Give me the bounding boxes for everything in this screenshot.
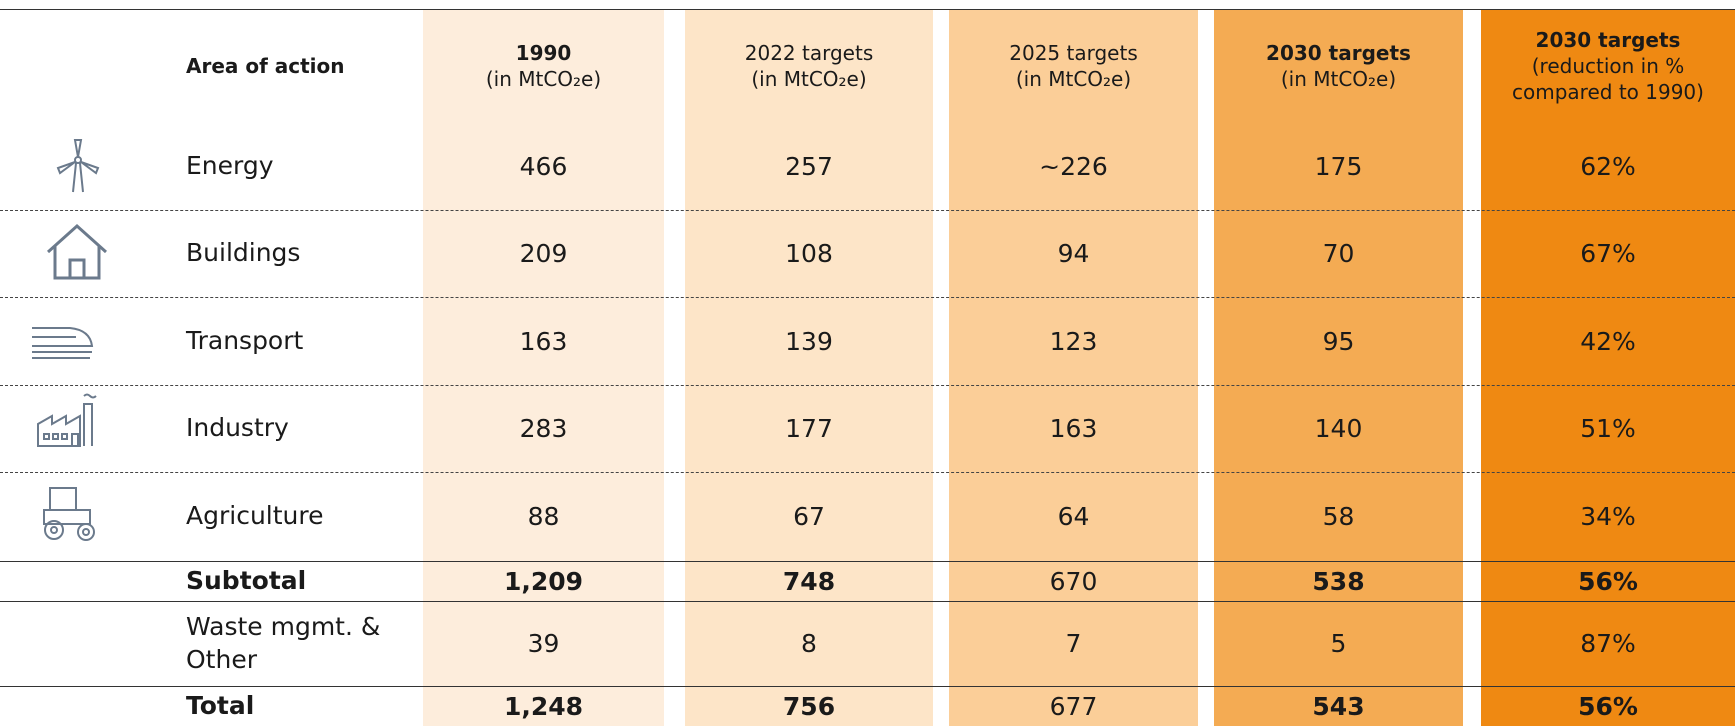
dashed-rule (0, 472, 1735, 473)
cell-value: 70 (1322, 239, 1355, 268)
header-cell: 2030 targets (reduction in % compared to … (1481, 9, 1735, 122)
wind-icon (56, 139, 100, 193)
row-area: Waste mgmt. & Other (186, 612, 381, 674)
tractor-icon (43, 487, 95, 541)
cell-value: 67% (1580, 239, 1636, 268)
house-icon (46, 223, 108, 280)
cell-value: 756 (782, 691, 836, 721)
row-area: Agriculture (186, 501, 324, 531)
header-unit: (in MtCO₂e) (485, 66, 602, 91)
header-title: 1990 (515, 40, 572, 65)
header-title: 2025 targets (1009, 40, 1138, 65)
cell-value: 56% (1578, 691, 1638, 721)
row-area: Industry (186, 413, 289, 443)
column-band (423, 9, 664, 726)
header-title: 2022 targets (744, 40, 874, 65)
cell-value: 677 (1049, 691, 1098, 721)
rule (0, 9, 1735, 10)
cell-value: 123 (1049, 326, 1098, 356)
factory-icon (37, 393, 97, 447)
rule (0, 561, 1735, 562)
header-unit: (reduction in % compared to 1990) (1512, 53, 1704, 104)
header-area: Area of action (186, 53, 345, 78)
cell-value: 1,209 (503, 566, 584, 596)
cell-value: 42% (1580, 326, 1636, 356)
cell-value: 51% (1580, 414, 1636, 443)
row-area: Total (186, 690, 255, 720)
cell-value: 466 (519, 151, 568, 181)
cell-value: 39 (527, 629, 560, 658)
cell-value: 543 (1312, 691, 1365, 721)
header-cell: 2030 targets (in MtCO₂e) (1214, 9, 1463, 122)
cell-value: 140 (1314, 414, 1363, 443)
header-unit: (in MtCO₂e) (1015, 66, 1132, 91)
cell-value: 175 (1314, 151, 1363, 181)
header-title: 2030 targets (1535, 27, 1681, 52)
cell-value: 209 (519, 239, 568, 268)
cell-value: 163 (519, 326, 568, 356)
cell-value: 62% (1580, 151, 1636, 181)
dashed-rule (0, 385, 1735, 386)
cell-value: 538 (1312, 566, 1365, 596)
dashed-rule (0, 210, 1735, 211)
header-title: 2030 targets (1266, 40, 1411, 65)
cell-value: 8 (801, 629, 817, 658)
row-area: Subtotal (186, 565, 307, 595)
train-icon (32, 327, 94, 359)
cell-value: 87% (1580, 629, 1636, 658)
dashed-rule (0, 297, 1735, 298)
column-band (949, 9, 1198, 726)
row-area: Energy (186, 150, 274, 180)
cell-value: 108 (785, 239, 833, 268)
cell-value: 34% (1580, 502, 1636, 531)
cell-value: 139 (785, 326, 833, 356)
column-band (685, 9, 933, 726)
cell-value: 88 (527, 502, 560, 531)
header-unit: (in MtCO₂e) (751, 66, 867, 91)
cell-value: ~226 (1039, 151, 1108, 181)
column-band (1214, 9, 1463, 726)
cell-value: 1,248 (503, 691, 584, 721)
cell-value: 94 (1057, 239, 1090, 268)
cell-value: 58 (1322, 502, 1355, 531)
cell-value: 64 (1057, 502, 1090, 531)
header-cell: 2025 targets (in MtCO₂e) (949, 9, 1198, 122)
cell-value: 177 (785, 414, 833, 443)
cell-value: 67 (793, 502, 825, 531)
cell-value: 5 (1330, 629, 1347, 658)
cell-value: 257 (785, 151, 833, 181)
cell-value: 163 (1049, 414, 1098, 443)
header-cell: 1990 (in MtCO₂e) (423, 9, 664, 122)
column-band (1481, 9, 1735, 726)
cell-value: 7 (1065, 629, 1082, 658)
rule (0, 686, 1735, 687)
header-cell: 2022 targets (in MtCO₂e) (685, 9, 933, 122)
cell-value: 670 (1049, 566, 1098, 596)
cell-value: 283 (519, 414, 568, 443)
header-unit: (in MtCO₂e) (1280, 66, 1397, 91)
cell-value: 56% (1578, 566, 1638, 596)
cell-value: 95 (1322, 326, 1355, 356)
row-area: Transport (186, 325, 304, 355)
cell-value: 748 (782, 566, 836, 596)
row-area: Buildings (186, 238, 301, 268)
rule (0, 601, 1735, 602)
